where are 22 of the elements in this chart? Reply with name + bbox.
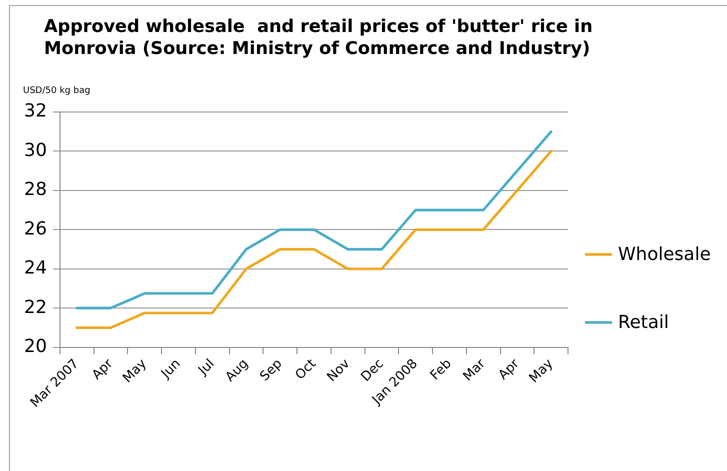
x-tick-label: Dec [358,356,387,385]
y-tick-label: 28 [24,179,47,200]
x-tick-label: Jul [195,356,218,379]
chart-title: Approved wholesale and retail prices of 'butter' rice in Monrovia (Source: Ministry of Commerce and Industry) [44,16,594,60]
x-tick-label: Apr [89,356,116,383]
y-tick-label: 26 [24,218,47,240]
x-tick-label: Sep [257,356,286,384]
y-tick-label: 22 [24,296,47,318]
x-tick-label: Oct [292,356,320,383]
x-tick-label: Mar [460,356,489,384]
x-tick-label: Feb [428,356,455,384]
y-tick-label: 30 [24,140,47,161]
x-tick-label: Nov [324,356,354,385]
y-tick-label: 24 [24,258,47,279]
legend-label: Wholesale [618,244,711,266]
legend-label: Retail [618,312,669,334]
y-tick-label: 20 [24,336,47,357]
x-tick-label: Aug [222,356,252,385]
x-tick-label: Apr [496,356,523,383]
y-axis-title: USD/50 kg bag [23,86,90,96]
x-tick-label: Jun [158,356,184,382]
y-tick-label: 32 [24,100,47,122]
